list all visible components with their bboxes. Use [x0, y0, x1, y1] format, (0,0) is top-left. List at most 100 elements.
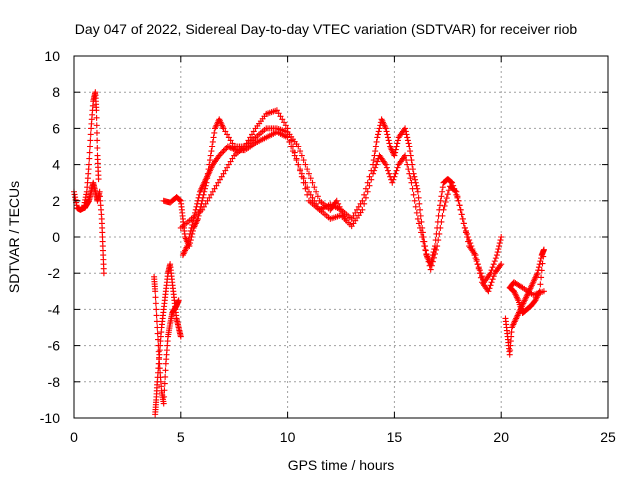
data-point: [417, 224, 424, 231]
data-point: [162, 373, 169, 380]
data-point: [439, 188, 446, 195]
data-point: [386, 140, 393, 147]
y-tick-label: 2: [52, 193, 60, 209]
data-point: [415, 194, 422, 201]
data-point: [472, 252, 479, 259]
data-point: [314, 193, 321, 200]
data-point: [436, 202, 443, 209]
data-point: [152, 294, 159, 301]
data-point: [204, 197, 211, 204]
data-point: [382, 125, 389, 132]
data-point: [429, 258, 436, 265]
data-point: [370, 157, 377, 164]
data-point: [215, 179, 222, 186]
data-point: [391, 152, 398, 159]
data-point: [192, 206, 199, 213]
data-point: [406, 143, 413, 150]
data-point: [375, 131, 382, 138]
data-point: [460, 220, 467, 227]
data-point: [475, 265, 482, 272]
data-point: [454, 193, 461, 200]
x-tick-label: 20: [493, 429, 509, 445]
data-point: [374, 134, 381, 141]
data-point: [407, 175, 414, 182]
data-point: [196, 191, 203, 198]
data-point: [384, 131, 391, 138]
data-point: [462, 229, 469, 236]
data-point: [403, 157, 410, 164]
data-point: [494, 249, 501, 256]
data-point: [383, 128, 390, 135]
data-point: [305, 170, 312, 177]
data-point: [307, 191, 314, 198]
data-point: [433, 246, 440, 253]
data-point: [208, 148, 215, 155]
data-point: [438, 218, 445, 225]
data-point: [402, 128, 409, 135]
data-point: [187, 227, 194, 234]
data-point: [540, 253, 547, 260]
data-point: [288, 143, 295, 150]
data-point: [497, 237, 504, 244]
data-point: [206, 194, 213, 201]
data-point: [392, 149, 399, 156]
data-point: [227, 158, 234, 165]
data-point: [415, 220, 422, 227]
data-point: [405, 166, 412, 173]
data-point: [412, 203, 419, 210]
data-point: [87, 131, 94, 138]
data-point: [229, 145, 236, 152]
data-point: [540, 246, 547, 253]
data-point: [302, 179, 309, 186]
data-point: [443, 195, 450, 202]
data-point: [224, 143, 231, 150]
data-point: [485, 288, 492, 295]
series-arc-2b: [151, 273, 182, 407]
data-point: [417, 206, 424, 213]
data-point: [284, 134, 291, 141]
data-point: [498, 261, 505, 268]
data-point: [185, 237, 192, 244]
data-point: [222, 167, 229, 174]
data-point: [438, 193, 445, 200]
data-point: [492, 255, 499, 262]
series-arc-3a: [160, 107, 505, 286]
data-point: [336, 203, 343, 210]
x-tick-label: 0: [70, 429, 78, 445]
data-point: [394, 137, 401, 144]
series-arc-1b: [81, 179, 107, 277]
y-tick-label: -6: [48, 338, 61, 354]
data-point: [406, 170, 413, 177]
data-point: [87, 137, 94, 144]
data-point: [493, 252, 500, 259]
data-point: [409, 185, 416, 192]
data-point: [298, 170, 305, 177]
data-point: [393, 143, 400, 150]
data-point: [382, 161, 389, 168]
data-point: [313, 188, 320, 195]
chart-title: Day 047 of 2022, Sidereal Day-to-day VTE…: [75, 21, 578, 37]
data-point: [461, 224, 468, 231]
data-point: [427, 266, 434, 273]
data-point: [209, 143, 216, 150]
data-point: [518, 283, 525, 290]
data-point: [200, 203, 207, 210]
data-point: [495, 246, 502, 253]
data-point: [293, 157, 300, 164]
data-point: [291, 152, 298, 159]
data-point: [220, 170, 227, 177]
data-point: [195, 194, 202, 201]
data-point: [210, 134, 217, 141]
data-point: [340, 212, 347, 219]
data-point: [538, 267, 545, 274]
data-point: [86, 155, 93, 162]
data-point: [366, 182, 373, 189]
data-point: [206, 157, 213, 164]
data-point: [404, 134, 411, 141]
data-point: [279, 116, 286, 123]
data-point: [407, 148, 414, 155]
data-point: [408, 157, 415, 164]
data-point: [442, 199, 449, 206]
data-point: [355, 203, 362, 210]
data-point: [307, 175, 314, 182]
